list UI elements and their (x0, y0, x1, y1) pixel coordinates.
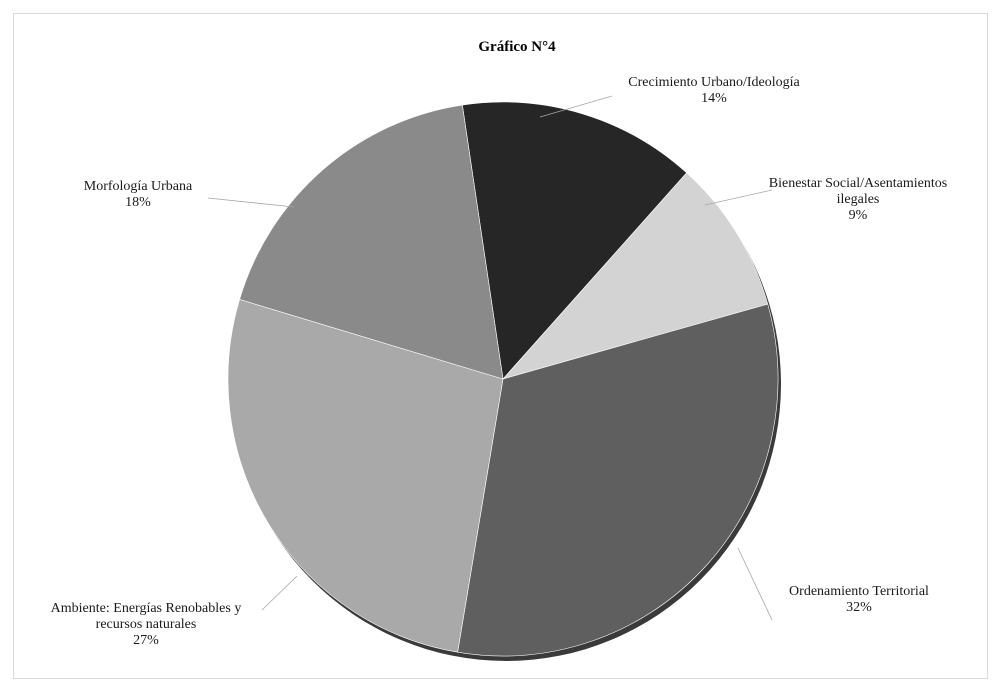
slice-name-line: recursos naturales (96, 617, 197, 632)
leader-line-5 (207, 197, 295, 208)
slice-name-line: Morfología Urbana (84, 179, 193, 194)
chart-title: Gráfico N°4 (478, 39, 556, 55)
slice-label-2: Bienestar Social/Asentamientos ilegales 9% (769, 176, 947, 223)
leader-line-4 (261, 575, 298, 611)
pie-slice-4[interactable] (227, 299, 504, 653)
slice-label-5: Morfología Urbana 18% (84, 179, 193, 210)
slice-name-line: Crecimiento Urbano/Ideología (628, 75, 800, 90)
leader-line-3 (737, 547, 773, 621)
slice-label-4: Ambiente: Energías Renobables y recursos … (51, 601, 242, 648)
slice-percent: 18% (125, 195, 151, 210)
slice-percent: 9% (849, 208, 868, 223)
slice-name-line: Ordenamiento Territorial (789, 584, 929, 599)
pie-slice-1[interactable] (462, 101, 688, 380)
slice-label-3: Ordenamiento Territorial 32% (789, 584, 929, 615)
pie-slice-3[interactable] (457, 303, 779, 657)
slice-percent: 32% (846, 600, 872, 615)
slice-percent: 27% (133, 633, 159, 648)
slice-percent: 14% (701, 91, 727, 106)
slice-name-line: Ambiente: Energías Renobables y (51, 601, 242, 616)
slice-label-1: Crecimiento Urbano/Ideología 14% (628, 75, 800, 106)
slice-name-line: ilegales (837, 192, 880, 207)
leader-line-2 (704, 189, 773, 206)
pie-slice-5[interactable] (239, 104, 504, 380)
slice-name-line: Bienestar Social/Asentamientos (769, 176, 947, 191)
pie-slice-2[interactable] (502, 172, 769, 380)
leader-line-1 (539, 95, 613, 118)
